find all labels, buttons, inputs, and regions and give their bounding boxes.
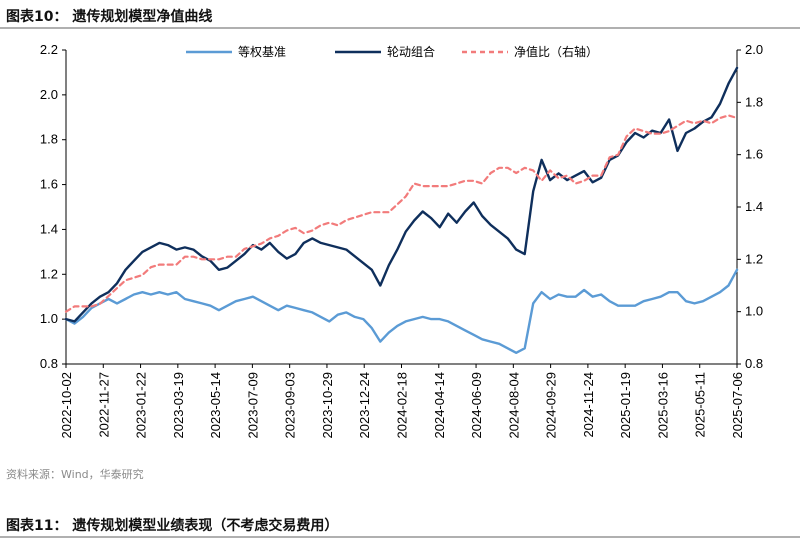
series-line-2 [64, 66, 739, 323]
y-left-tick-label: 1.8 [40, 132, 58, 147]
y-right-tick-label: 1.2 [745, 251, 763, 266]
y-left-tick-label: 1.2 [40, 266, 58, 281]
legend-label-2: 轮动组合 [387, 44, 435, 59]
x-tick-label: 2024-08-04 [506, 372, 521, 439]
x-tick-label: 2024-09-29 [544, 372, 559, 439]
y-right-ticks: 0.8 1.0 1.2 1.4 1.6 1.8 2.0 [737, 42, 763, 371]
x-tick-label: 2024-11-24 [581, 372, 596, 438]
x-tick-label: 2025-07-06 [730, 372, 745, 439]
y-left-tick-label: 1.0 [40, 311, 58, 326]
y-right-tick-label: 1.8 [745, 94, 763, 109]
x-tick-label: 2024-06-09 [469, 372, 484, 439]
x-tick-label: 2023-10-29 [320, 372, 335, 439]
legend-label-1: 等权基准 [238, 45, 286, 59]
y-right-tick-label: 1.0 [745, 304, 763, 319]
source-note: 资料来源：Wind，华泰研究 [6, 468, 144, 481]
axes [65, 50, 738, 365]
x-tick-label: 2023-07-09 [245, 372, 260, 439]
legend-label-3: 净值比（右轴） [514, 44, 598, 59]
x-tick-label: 2023-01-22 [134, 372, 149, 439]
next-figure-title: 图表11： 遗传规划模型业绩表现（不考虑交易费用） [6, 518, 339, 534]
y-right-tick-label: 1.6 [745, 147, 763, 162]
x-tick-label: 2024-02-18 [395, 372, 410, 439]
x-tick-label: 2022-11-27 [96, 372, 111, 438]
y-left-tick-label: 0.8 [40, 356, 58, 371]
title-divider [0, 27, 800, 29]
y-left-tick-label: 2.2 [40, 42, 58, 57]
x-tick-label: 2023-05-14 [208, 372, 223, 439]
y-right-tick-label: 2.0 [745, 42, 763, 57]
chart-legend: 等权基准 轮动组合 净值比（右轴） [186, 44, 598, 59]
y-right-tick-label: 1.4 [745, 199, 763, 214]
next-title-divider [0, 536, 800, 538]
figure-title: 图表10： 遗传规划模型净值曲线 [6, 9, 213, 25]
series-line-3 [64, 114, 739, 313]
x-tick-label: 2025-03-16 [655, 372, 670, 439]
x-tick-label: 2024-04-14 [432, 372, 447, 439]
y-left-ticks: 0.8 1.0 1.2 1.4 1.6 1.8 2.0 2.2 [40, 42, 66, 371]
x-ticks: 2022-10-02 2022-11-27 2023-01-22 2023-03-19… [59, 364, 745, 439]
y-left-tick-label: 2.0 [40, 87, 58, 102]
y-left-tick-label: 1.4 [40, 221, 58, 236]
nav-chart: 0.8 1.0 1.2 1.4 1.6 1.8 2.0 2.2 0.8 1.0 1.2 1.4 1.6… [40, 42, 763, 439]
y-left-tick-label: 1.6 [40, 177, 58, 192]
series-line-1 [64, 268, 739, 354]
x-tick-label: 2022-10-02 [59, 372, 74, 439]
y-right-tick-label: 0.8 [745, 356, 763, 371]
x-tick-label: 2025-01-19 [618, 372, 633, 439]
x-tick-label: 2023-09-03 [283, 372, 298, 439]
series-lines [64, 66, 739, 354]
x-tick-label: 2023-03-19 [171, 372, 186, 439]
x-tick-label: 2025-05-11 [693, 372, 708, 438]
x-tick-label: 2023-12-24 [357, 372, 372, 439]
